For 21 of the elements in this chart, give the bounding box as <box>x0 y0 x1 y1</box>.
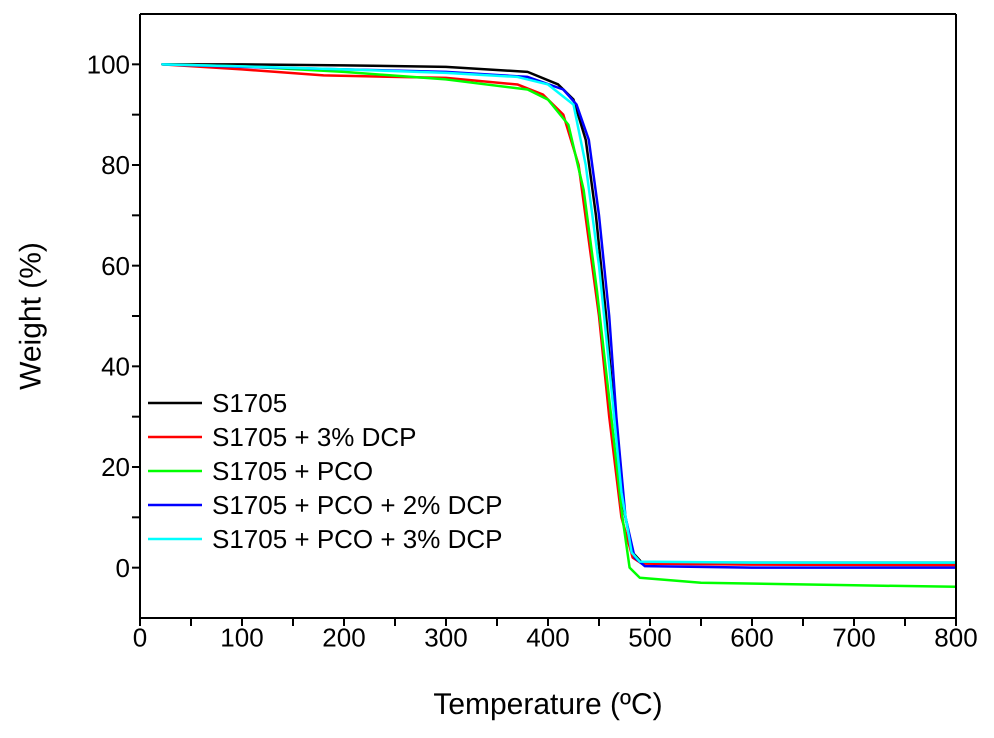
x-tick-label: 400 <box>526 622 570 652</box>
x-tick-label: 300 <box>424 622 468 652</box>
y-tick-label: 0 <box>116 552 130 583</box>
legend-label: S1705 + PCO + 2% DCP <box>212 489 502 522</box>
x-tick-label: 200 <box>322 622 366 652</box>
legend-label: S1705 <box>212 387 288 420</box>
x-tick-label: 800 <box>934 622 978 652</box>
legend-label: S1705 + 3% DCP <box>212 421 417 454</box>
y-tick-label: 40 <box>101 352 130 382</box>
y-axis-title: Weight (%) <box>14 242 48 390</box>
x-tick-label: 700 <box>832 622 876 652</box>
x-axis-title: Temperature (ºC) <box>433 688 663 721</box>
x-tick-label: 500 <box>628 622 672 652</box>
legend-label: S1705 + PCO <box>212 455 374 488</box>
legend-label: S1705 + PCO + 3% DCP <box>212 523 502 556</box>
y-tick-label: 80 <box>101 150 130 180</box>
y-tick-label: 20 <box>101 452 130 482</box>
x-tick-label: 100 <box>220 622 264 652</box>
x-tick-label: 600 <box>730 622 774 652</box>
y-tick-label: 100 <box>86 50 130 80</box>
y-tick-label: 60 <box>101 250 130 281</box>
